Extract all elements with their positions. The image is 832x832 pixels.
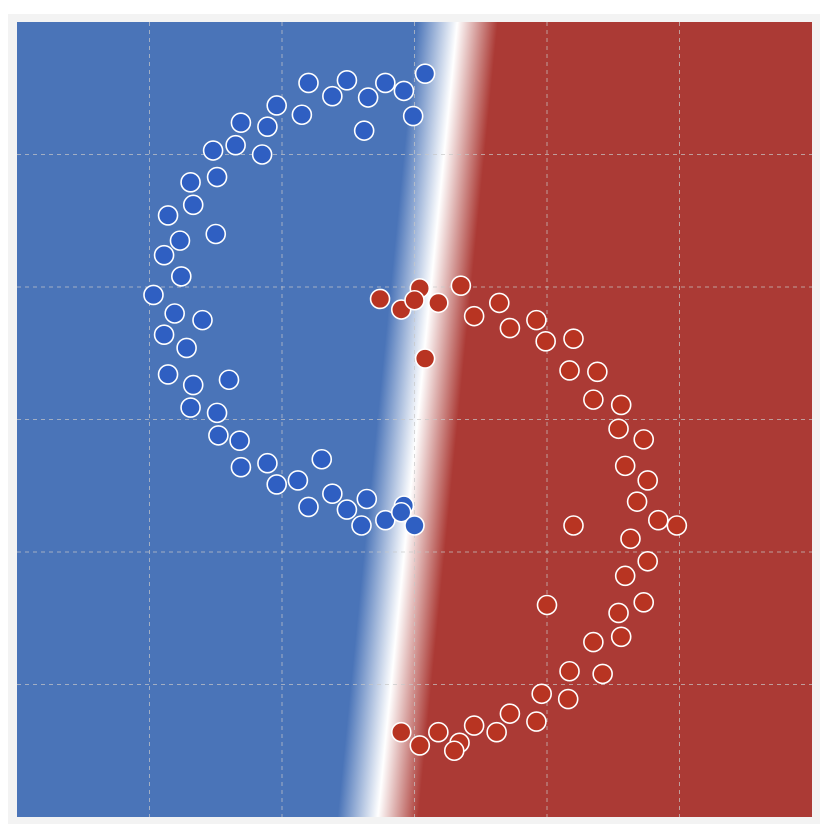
point: [171, 266, 192, 287]
point: [180, 397, 201, 418]
point: [463, 305, 485, 327]
point: [257, 116, 278, 137]
point: [526, 711, 547, 732]
point: [192, 309, 213, 331]
point: [169, 230, 191, 251]
point: [202, 140, 224, 161]
point: [180, 172, 201, 193]
point: [225, 134, 246, 156]
point: [322, 483, 343, 505]
point: [414, 348, 436, 369]
point: [563, 328, 584, 349]
point: [637, 470, 659, 491]
point: [393, 80, 415, 102]
point: [336, 499, 358, 520]
point: [666, 515, 688, 536]
point: [298, 72, 319, 94]
point: [205, 223, 227, 245]
point: [535, 331, 556, 352]
point: [583, 631, 604, 653]
point: [206, 166, 228, 188]
point: [610, 626, 632, 648]
point: [526, 309, 547, 331]
point: [356, 488, 378, 510]
point: [559, 360, 580, 381]
point: [536, 594, 558, 616]
point: [351, 515, 372, 536]
point: [357, 87, 379, 108]
point: [587, 361, 608, 383]
point: [583, 389, 604, 410]
point: [369, 288, 391, 310]
point: [266, 474, 288, 495]
point: [450, 275, 472, 296]
point: [610, 394, 632, 416]
point: [626, 491, 648, 512]
point: [164, 303, 185, 324]
point: [463, 715, 485, 736]
point: [488, 292, 510, 314]
point: [298, 496, 319, 518]
point: [633, 429, 655, 450]
point: [614, 565, 636, 587]
point: [443, 740, 465, 762]
point: [291, 104, 313, 126]
point: [499, 703, 521, 724]
point: [230, 112, 252, 133]
point: [647, 509, 669, 531]
point: [499, 317, 521, 339]
point: [390, 721, 412, 743]
point: [143, 284, 164, 306]
point: [229, 430, 250, 452]
point: [322, 85, 343, 107]
point: [182, 374, 204, 396]
point: [531, 683, 553, 705]
point: [266, 95, 288, 116]
point: [592, 663, 613, 685]
point: [559, 660, 580, 682]
point: [428, 721, 449, 743]
point: [486, 721, 507, 743]
point: [257, 452, 278, 474]
point: [287, 470, 309, 491]
point: [311, 448, 333, 470]
point: [563, 515, 584, 536]
point: [206, 402, 228, 424]
point: [157, 205, 179, 226]
decision-region: [17, 22, 812, 817]
point: [414, 63, 436, 84]
point: [153, 244, 175, 266]
point: [336, 70, 358, 91]
point: [402, 105, 424, 127]
point: [208, 425, 229, 446]
point: [157, 364, 179, 385]
point: [608, 418, 629, 440]
point: [633, 592, 655, 613]
point: [251, 144, 273, 165]
point: [404, 515, 425, 536]
point: [353, 120, 375, 141]
point: [620, 528, 641, 550]
point: [218, 369, 240, 391]
point: [557, 688, 579, 710]
point: [409, 735, 431, 756]
point: [230, 456, 252, 478]
point: [614, 455, 636, 477]
point: [404, 289, 425, 311]
point: [428, 292, 449, 314]
point: [637, 550, 659, 572]
point: [176, 337, 197, 359]
point: [608, 602, 629, 624]
point: [375, 72, 396, 94]
point: [390, 501, 412, 523]
point: [153, 324, 175, 346]
point: [182, 194, 204, 216]
